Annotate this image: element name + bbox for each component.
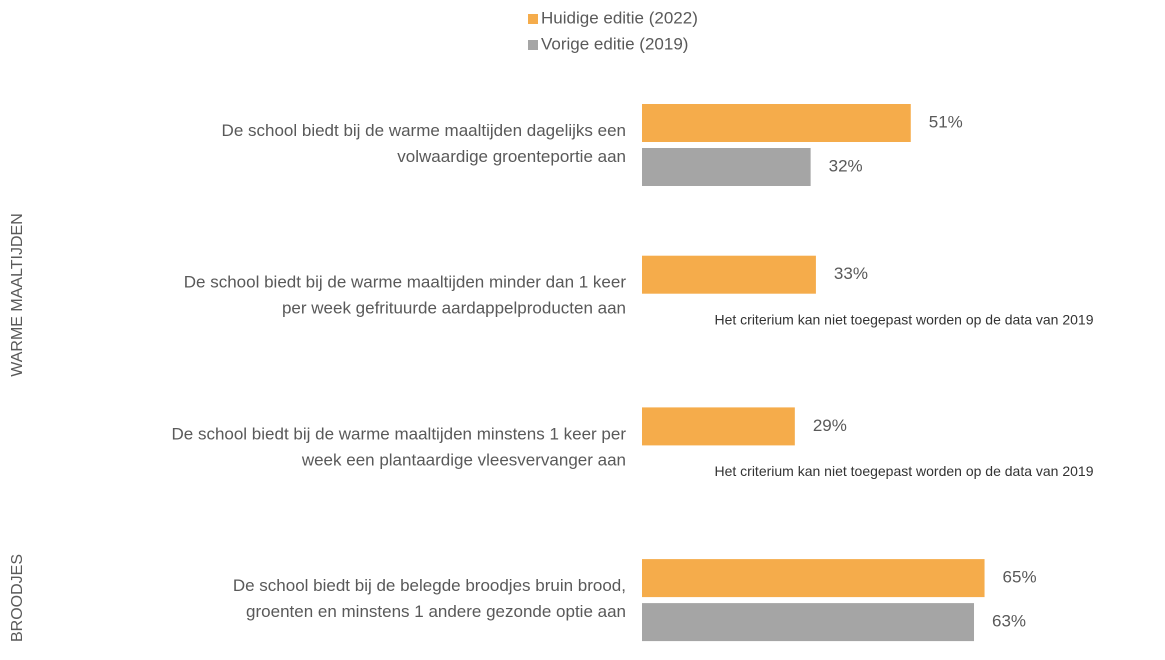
bar <box>642 603 975 642</box>
group-label: WARME MAALTIJDEN <box>9 213 26 377</box>
legend-label: Huidige editie (2022) <box>541 8 698 27</box>
legend-label: Vorige editie (2019) <box>541 34 688 53</box>
category-label: De school biedt bij de warme maaltijden … <box>222 121 626 166</box>
annotation: Het criterium kan niet toegepast worden … <box>714 463 1093 479</box>
category-label: De school biedt bij de belegde broodjes … <box>233 577 626 622</box>
value-label: 63% <box>992 612 1026 631</box>
category-line: De school biedt bij de warme maaltijden … <box>184 273 627 292</box>
category-line: volwaardige groenteportie aan <box>397 147 626 166</box>
bar <box>642 255 816 294</box>
value-label: 32% <box>829 156 863 175</box>
category-line: groenten en minstens 1 andere gezonde op… <box>246 603 626 622</box>
bar <box>642 559 985 598</box>
legend-swatch <box>528 14 538 24</box>
category-line: De school biedt bij de warme maaltijden … <box>222 121 626 140</box>
value-label: 51% <box>929 112 963 131</box>
bar <box>642 407 795 446</box>
category-line: week een plantaardige vleesvervanger aan <box>301 451 626 470</box>
category-line: per week gefrituurde aardappelproducten … <box>282 299 626 318</box>
value-label: 29% <box>813 416 847 435</box>
category-line: De school biedt bij de warme maaltijden … <box>171 425 626 444</box>
legend-swatch <box>528 40 538 50</box>
value-label: 33% <box>834 264 868 283</box>
category-line: De school biedt bij de belegde broodjes … <box>233 577 626 596</box>
category-label: De school biedt bij de warme maaltijden … <box>171 425 626 470</box>
bar <box>642 148 811 186</box>
bar <box>642 104 911 142</box>
annotation: Het criterium kan niet toegepast worden … <box>714 311 1093 327</box>
category-label: De school biedt bij de warme maaltijden … <box>184 273 627 318</box>
value-label: 65% <box>1003 568 1037 587</box>
group-label: BROODJES <box>9 554 26 642</box>
